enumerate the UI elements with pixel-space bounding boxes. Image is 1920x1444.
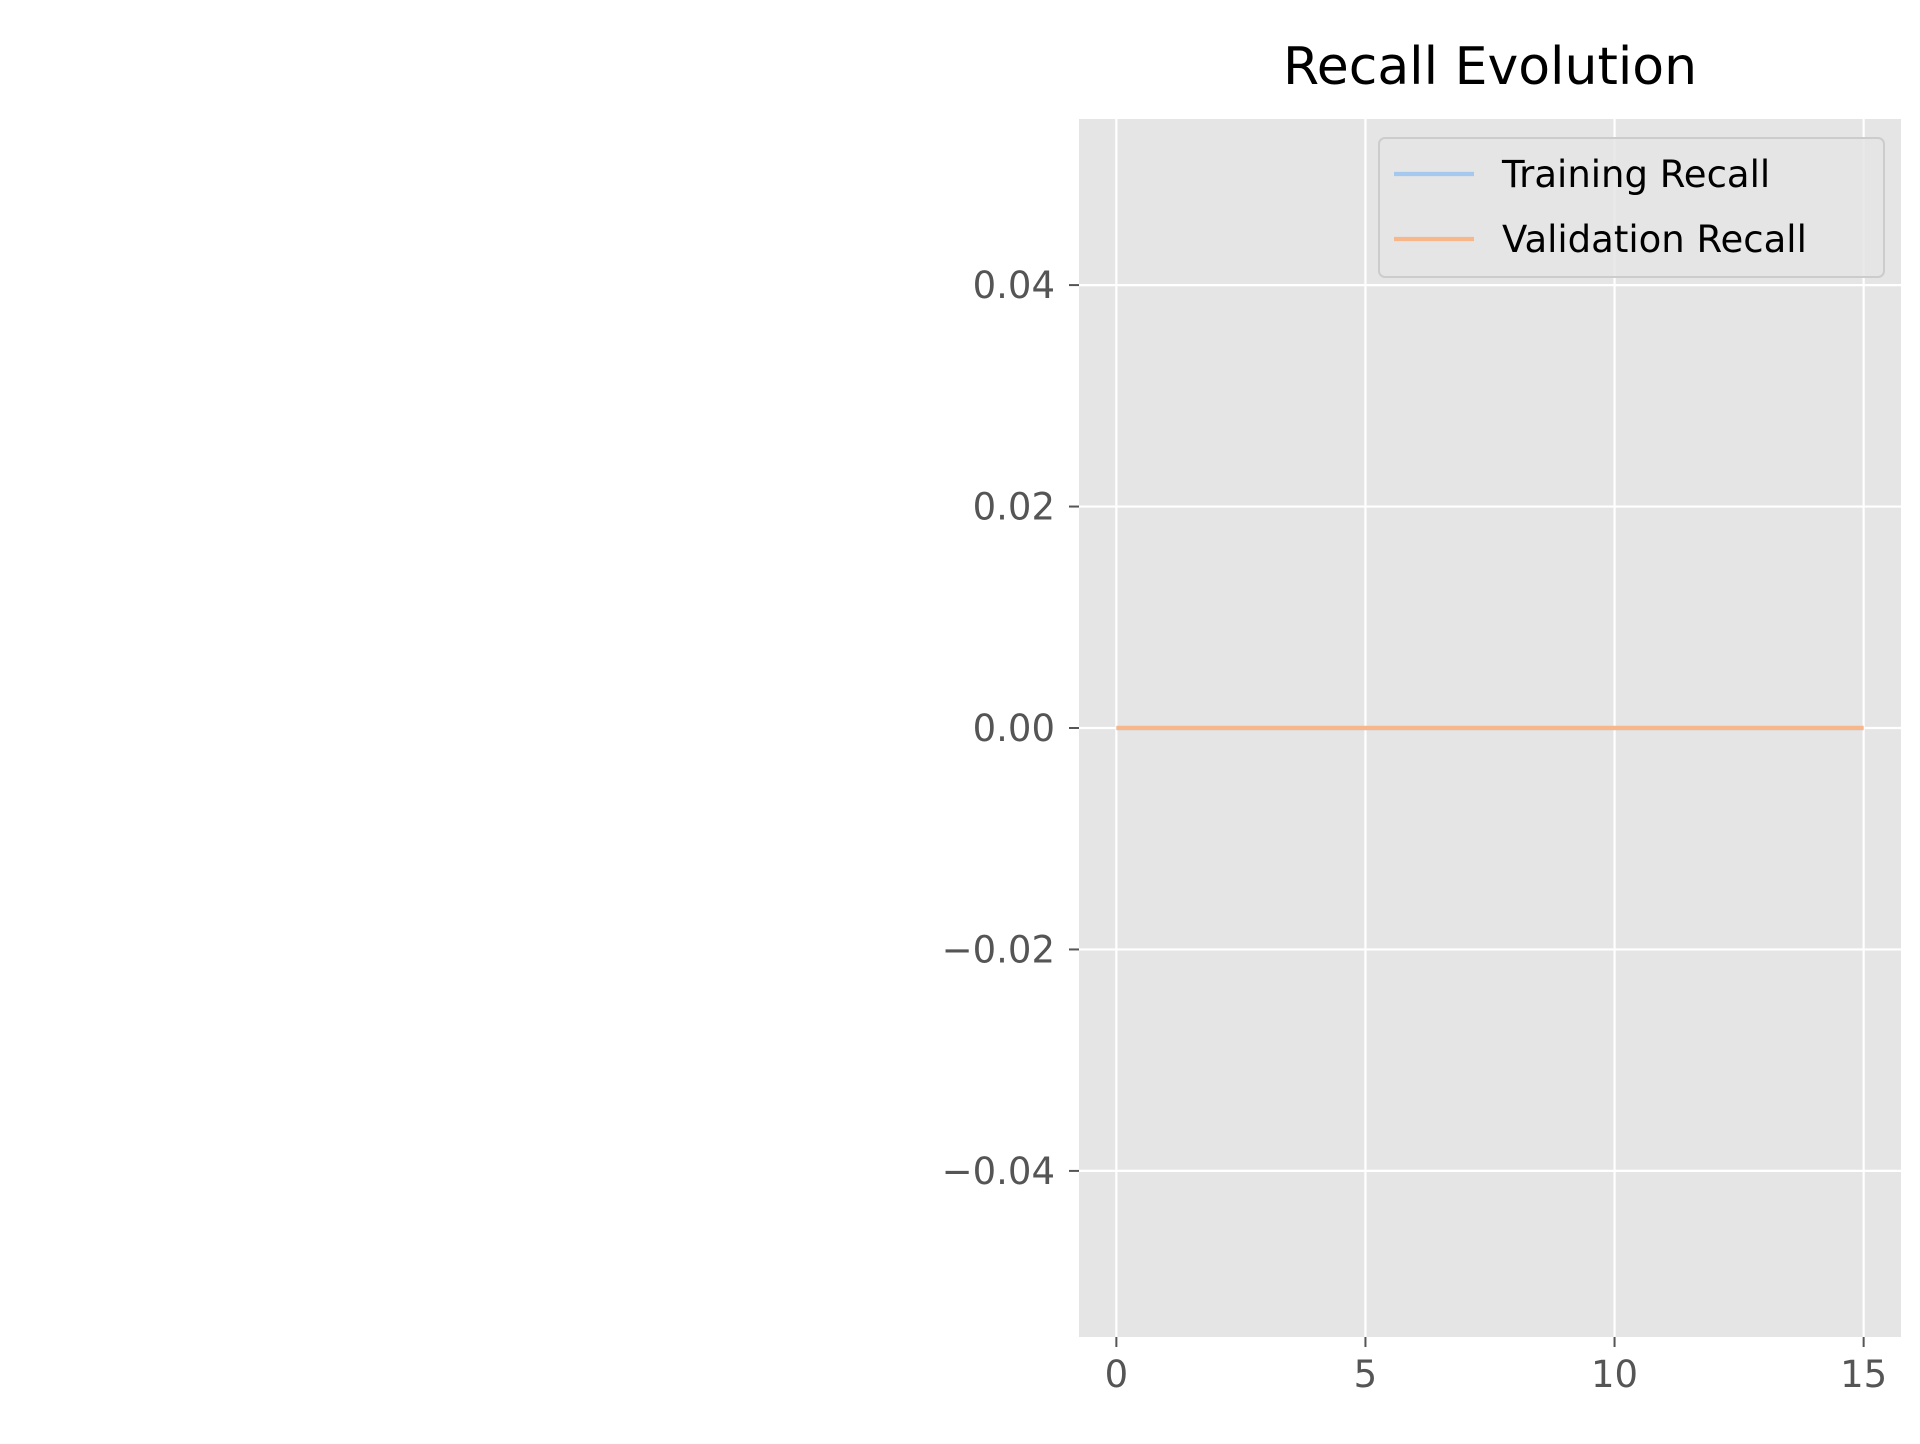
legend-label: Validation Recall: [1502, 218, 1807, 261]
legend: Training Recall Validation Recall: [1378, 137, 1885, 278]
y-tick-label: −0.02: [942, 928, 1055, 971]
legend-box: [1378, 137, 1885, 278]
y-tick-label: −0.04: [942, 1150, 1055, 1193]
y-tick-label: 0.02: [973, 486, 1055, 529]
x-tick-label: 5: [1354, 1353, 1378, 1396]
x-axis: 0 5 10 15: [1105, 1337, 1887, 1396]
y-tick-label: 0.00: [973, 707, 1055, 750]
x-tick-label: 15: [1840, 1353, 1887, 1396]
y-axis: 0.04 0.02 0.00 −0.02 −0.04: [942, 264, 1079, 1193]
x-tick-label: 10: [1591, 1353, 1638, 1396]
chart-title: Recall Evolution: [1283, 37, 1697, 97]
legend-label: Training Recall: [1501, 153, 1770, 196]
y-tick-label: 0.04: [973, 264, 1055, 307]
x-tick-label: 0: [1105, 1353, 1129, 1396]
